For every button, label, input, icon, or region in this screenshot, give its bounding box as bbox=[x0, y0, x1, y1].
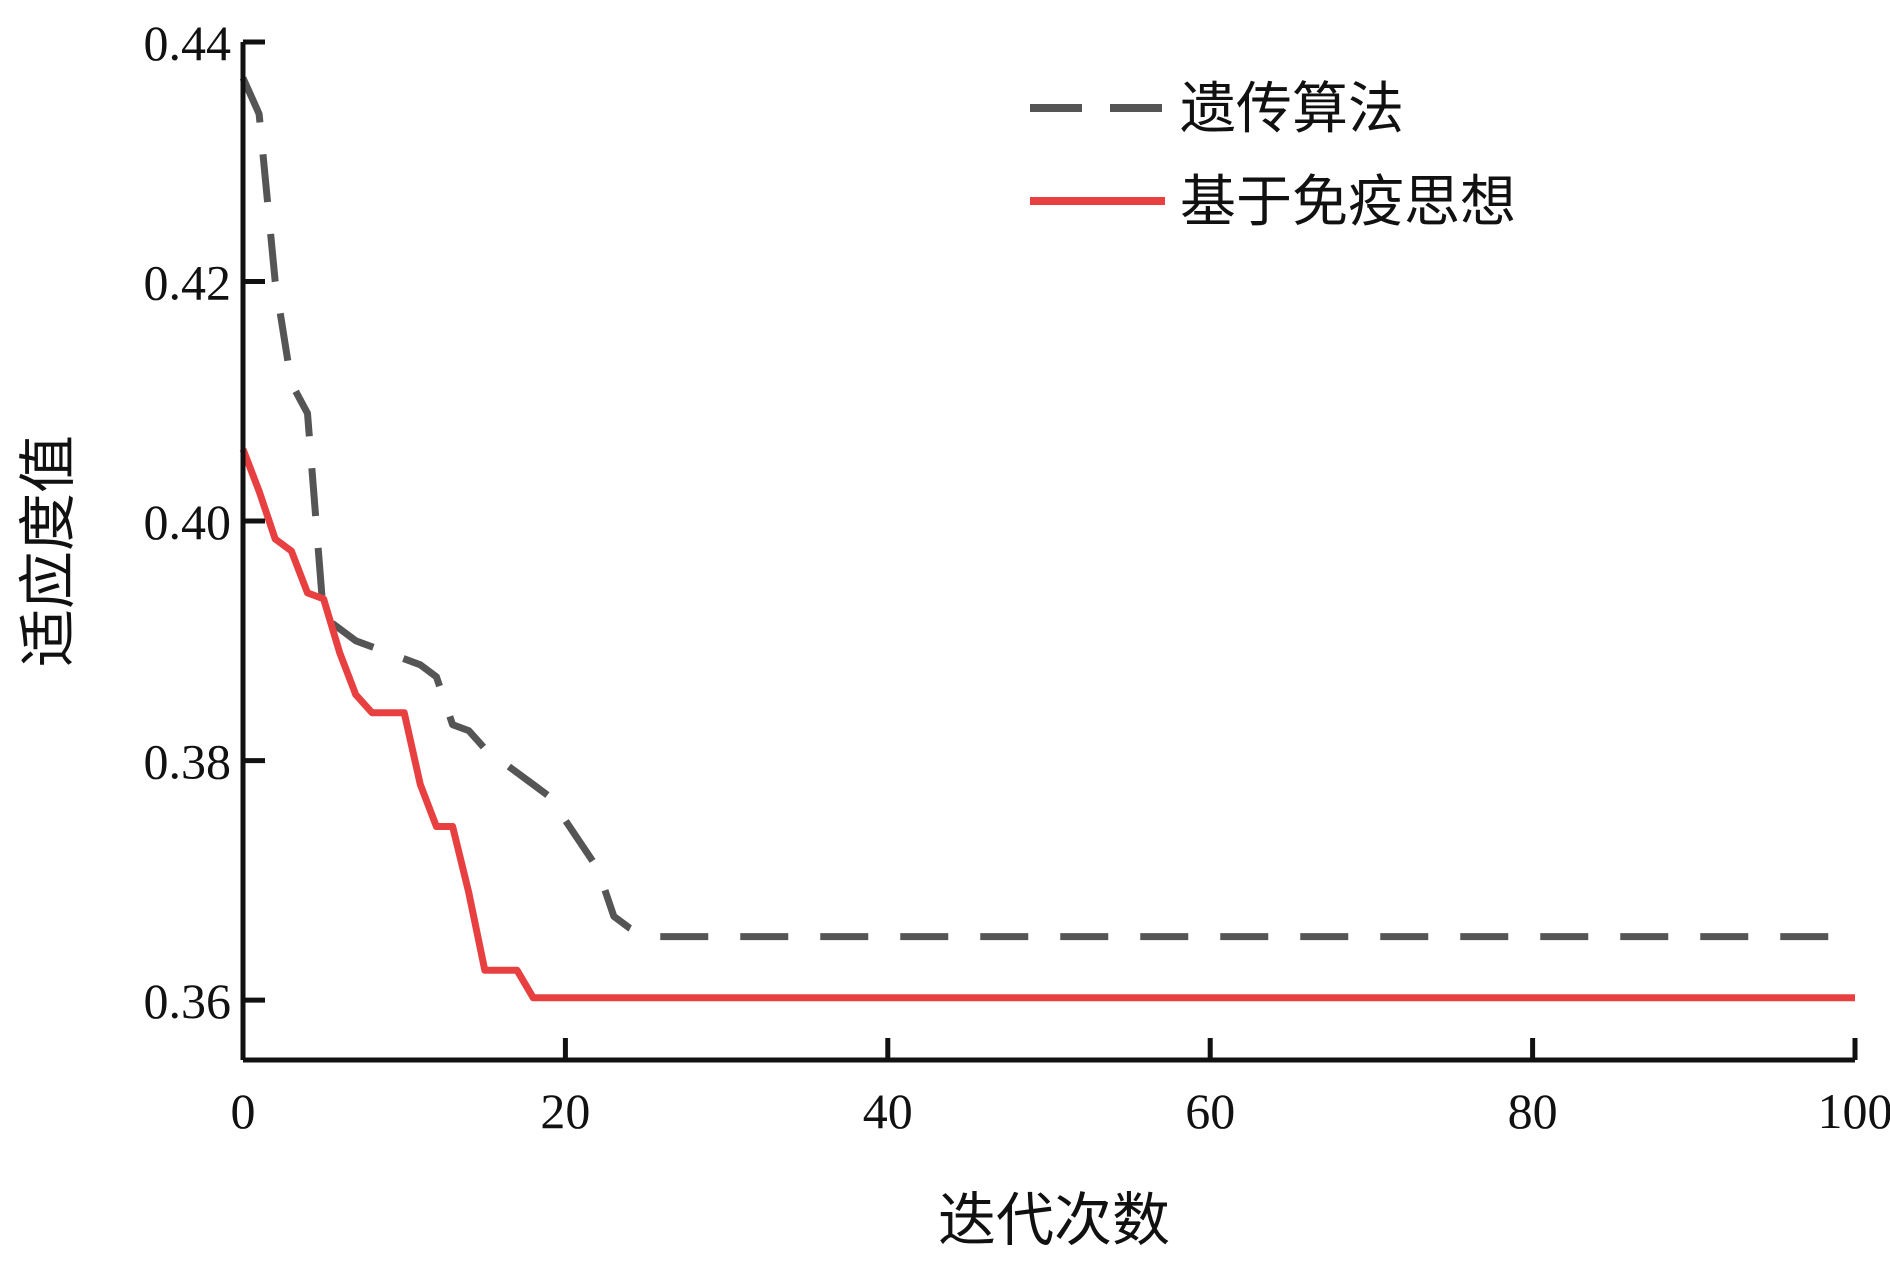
y-ticks: 0.36 0.38 0.40 0.42 0.44 bbox=[144, 15, 265, 1029]
x-tick-label: 100 bbox=[1818, 1083, 1890, 1139]
x-ticks: 0 20 40 60 80 100 bbox=[231, 1038, 1890, 1139]
x-tick-label: 40 bbox=[863, 1083, 913, 1139]
x-axis-title: 迭代次数 bbox=[938, 1186, 1170, 1254]
series-line-immune bbox=[239, 447, 1855, 1002]
x-tick-label: 80 bbox=[1508, 1083, 1558, 1139]
series-line-ga bbox=[239, 76, 1855, 941]
legend-label-ga: 遗传算法 bbox=[1180, 77, 1404, 142]
y-tick-label: 0.38 bbox=[144, 734, 232, 790]
legend: 遗传算法 基于免疫思想 bbox=[1030, 77, 1516, 235]
x-tick-label: 60 bbox=[1185, 1083, 1235, 1139]
y-tick-label: 0.36 bbox=[144, 973, 232, 1029]
y-axis-title: 适应度值 bbox=[14, 435, 82, 667]
y-tick-label: 0.44 bbox=[144, 15, 232, 71]
legend-label-immune: 基于免疫思想 bbox=[1180, 170, 1516, 235]
y-tick-label: 0.40 bbox=[144, 494, 232, 550]
y-tick-label: 0.42 bbox=[144, 255, 232, 311]
x-tick-label: 20 bbox=[540, 1083, 590, 1139]
series-layer bbox=[239, 76, 1855, 1002]
x-tick-label: 0 bbox=[231, 1083, 256, 1139]
